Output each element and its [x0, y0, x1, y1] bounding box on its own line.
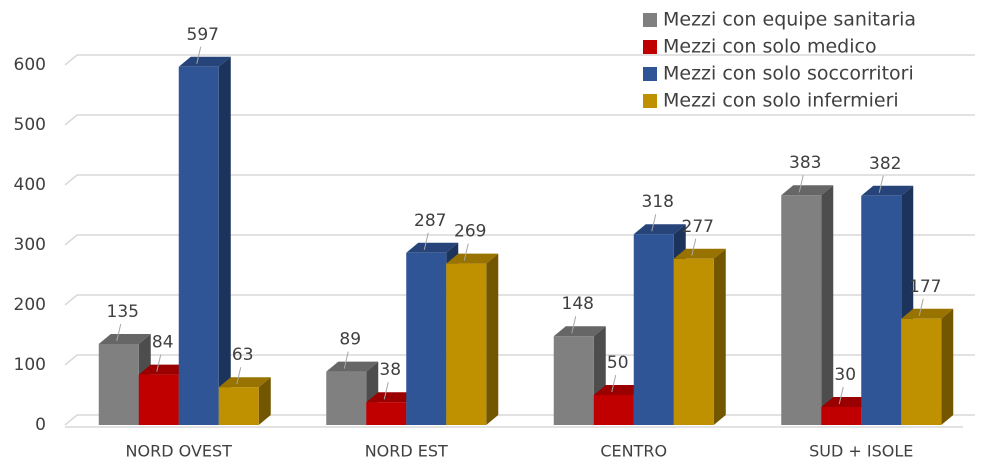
label-leader	[651, 214, 657, 232]
bar	[553, 336, 594, 425]
bar	[138, 374, 179, 425]
grid-line	[64, 174, 975, 186]
bar-top	[673, 248, 726, 259]
legend-swatch	[643, 40, 657, 54]
label-leader	[116, 323, 122, 342]
bar-top	[553, 326, 606, 337]
bar-top	[593, 385, 646, 395]
label-leader	[918, 298, 924, 316]
y-tick-label: 500	[14, 115, 46, 135]
label-leader	[878, 175, 884, 193]
legend-label: Mezzi con solo soccorritori	[663, 63, 914, 85]
bar	[901, 318, 942, 425]
grid-line	[64, 114, 975, 126]
bar-top	[861, 185, 914, 196]
legend-swatch	[643, 67, 657, 81]
bar-top	[178, 56, 231, 67]
data-label: 383	[789, 153, 821, 173]
data-label: 89	[339, 330, 361, 350]
legend-label: Mezzi con solo infermieri	[663, 90, 899, 112]
data-label: 84	[152, 333, 174, 353]
label-leader	[691, 238, 697, 256]
label-leader	[343, 351, 349, 369]
y-tick-label: 400	[14, 175, 46, 195]
data-label: 597	[187, 25, 219, 45]
legend-swatch	[643, 94, 657, 108]
bar-top	[98, 334, 151, 344]
x-tick-label: NORD OVEST	[126, 442, 233, 461]
bar	[861, 195, 902, 425]
label-leader	[838, 386, 844, 405]
bar-top	[446, 253, 499, 264]
data-label: 135	[107, 302, 139, 322]
bar-side	[821, 185, 834, 425]
data-label: 318	[642, 192, 674, 212]
bar	[218, 387, 259, 425]
label-leader	[156, 354, 162, 372]
bar	[781, 195, 822, 425]
x-tick-label: NORD EST	[365, 442, 448, 461]
x-tick-label: CENTRO	[600, 442, 667, 461]
grid-line	[64, 54, 975, 66]
y-tick-label: 100	[14, 355, 46, 375]
x-tick-label: SUD + ISOLE	[809, 442, 913, 461]
data-label: 382	[869, 154, 901, 174]
legend-label: Mezzi con solo medico	[663, 36, 877, 58]
bar-top	[326, 361, 379, 372]
y-tick-label: 200	[14, 295, 46, 315]
data-label: 50	[607, 353, 629, 373]
bar	[821, 407, 862, 425]
label-leader	[196, 46, 202, 64]
bar	[633, 234, 674, 425]
bar	[326, 371, 367, 425]
bar-top	[406, 242, 459, 253]
bar-top	[366, 392, 419, 403]
bar	[446, 263, 487, 425]
bar-side	[486, 253, 499, 425]
legend-label: Mezzi con equipe sanitaria	[663, 9, 916, 31]
y-tick-label: 0	[35, 415, 46, 435]
bar	[406, 252, 447, 425]
bar-top	[138, 364, 191, 375]
bar	[178, 66, 219, 426]
y-tick-label: 300	[14, 235, 46, 255]
data-label: 30	[834, 365, 856, 385]
legend-swatch	[643, 13, 657, 27]
data-label: 38	[379, 360, 401, 380]
bar	[366, 402, 407, 425]
label-leader	[798, 175, 804, 193]
bar-top	[633, 224, 686, 235]
bar	[98, 344, 139, 425]
bar	[593, 395, 634, 425]
data-label: 177	[909, 277, 941, 297]
bar-top	[218, 377, 271, 388]
label-leader	[463, 243, 469, 261]
data-label: 63	[232, 345, 254, 365]
label-leader	[571, 316, 577, 334]
bar-side	[713, 248, 726, 425]
bar-top	[901, 308, 954, 319]
data-label: 287	[414, 211, 446, 231]
bar-side	[218, 56, 231, 426]
bar-top	[781, 185, 834, 196]
data-label: 148	[562, 294, 594, 314]
label-leader	[236, 367, 242, 385]
bar	[673, 258, 714, 425]
data-label: 277	[682, 217, 714, 237]
bar-side	[258, 377, 271, 425]
y-tick-label: 600	[14, 55, 46, 75]
label-leader	[611, 374, 617, 393]
data-label: 269	[454, 222, 486, 242]
label-leader	[383, 382, 389, 400]
bar-side	[941, 308, 954, 425]
label-leader	[423, 232, 429, 250]
bar-top	[821, 397, 874, 407]
